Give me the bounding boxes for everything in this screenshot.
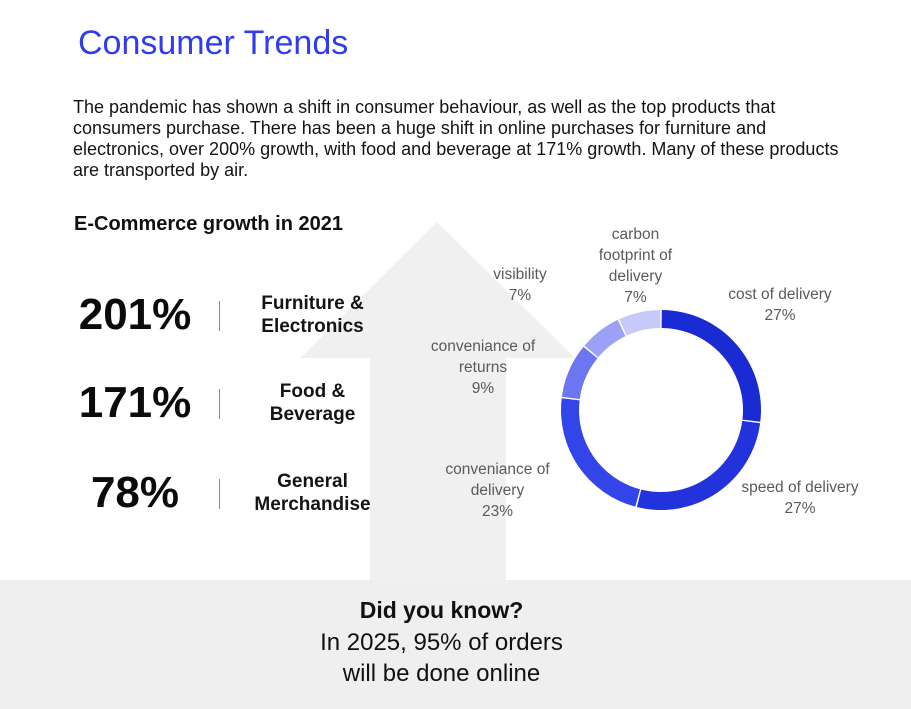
slice-name: visibility	[493, 266, 547, 283]
intro-paragraph: The pandemic has shown a shift in consum…	[73, 97, 839, 180]
slice-name: conveniance of delivery	[445, 461, 550, 499]
slice-percent: 23%	[481, 503, 514, 520]
slice-name: speed of delivery	[741, 479, 859, 496]
up-arrow-graphic	[300, 222, 575, 582]
slice-name: conveniance of returns	[430, 338, 536, 376]
growth-stat-row: 78% General Merchandise	[60, 463, 390, 523]
donut-slice-conveniance-of-delivery	[561, 398, 640, 507]
did-you-know-title: Did you know?	[359, 597, 524, 623]
donut-slice-visibility	[584, 319, 626, 358]
donut-slice-conveniance-of-returns	[561, 346, 598, 400]
growth-label: General Merchandise	[254, 471, 371, 515]
slice-label-conveniance-of-delivery: conveniance of delivery 23%	[430, 459, 565, 522]
slice-percent: 9%	[471, 380, 495, 397]
slice-percent: 7%	[624, 289, 647, 306]
slice-label-carbon-footprint: carbon footprint of delivery 7%	[583, 224, 688, 308]
growth-stat-row: 201% Furniture & Electronics	[60, 285, 390, 345]
slice-label-conveniance-of-returns: conveniance of returns 9%	[418, 336, 548, 399]
slice-label-speed-of-delivery: speed of delivery 27%	[740, 477, 860, 519]
stat-divider	[219, 301, 220, 331]
growth-value: 78%	[90, 468, 180, 517]
donut-slice-cost-of-delivery	[661, 310, 761, 422]
did-you-know-text: In 2025, 95% of orders will be done onli…	[0, 627, 883, 689]
stat-divider	[219, 479, 220, 509]
donut-slice-carbon-footprint-of-delivery	[619, 310, 661, 336]
growth-stat-row: 171% Food & Beverage	[60, 373, 390, 433]
slice-name: carbon footprint of delivery	[598, 226, 673, 285]
slice-label-cost-of-delivery: cost of delivery 27%	[725, 284, 835, 326]
growth-value: 201%	[78, 290, 192, 339]
did-you-know-statement: In 2025, 95% of orders will be done onli…	[320, 629, 563, 687]
slice-percent: 7%	[508, 287, 532, 304]
growth-value: 171%	[78, 378, 192, 427]
page-title: Consumer Trends	[78, 24, 349, 62]
growth-heading: E-Commerce growth in 2021	[74, 213, 343, 235]
slice-percent: 27%	[784, 500, 816, 517]
did-you-know-band	[0, 580, 911, 709]
slice-percent: 27%	[764, 307, 796, 324]
slice-label-visibility: visibility 7%	[470, 264, 570, 306]
growth-label: Furniture & Electronics	[261, 293, 364, 337]
slice-name: cost of delivery	[728, 286, 832, 303]
stat-divider	[219, 389, 220, 419]
donut-slice-speed-of-delivery	[636, 420, 761, 510]
growth-label: Food & Beverage	[269, 381, 356, 425]
